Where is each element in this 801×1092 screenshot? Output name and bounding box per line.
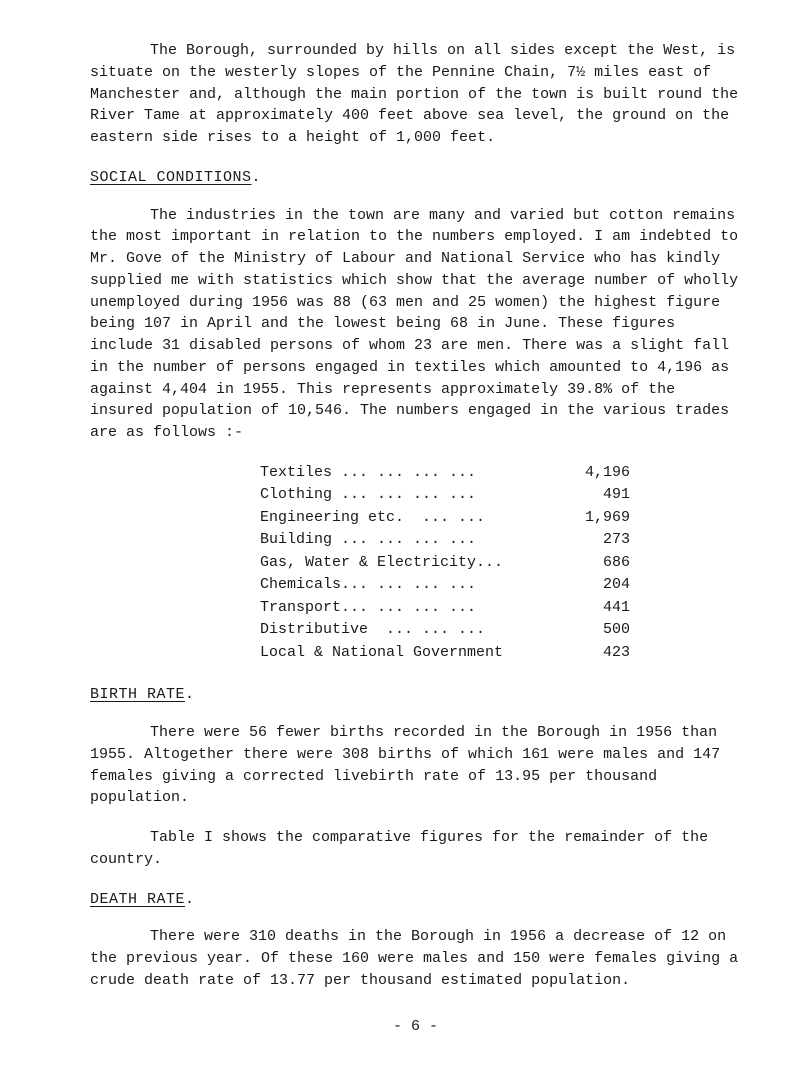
heading-death-text: DEATH RATE [90,891,185,908]
row-value: 273 [560,529,630,552]
birth-paragraph-2: Table I shows the comparative figures fo… [90,827,741,871]
heading-birth: BIRTH RATE. [90,684,741,706]
heading-social-text: SOCIAL CONDITIONS [90,169,252,186]
intro-paragraph: The Borough, surrounded by hills on all … [90,40,741,149]
birth-paragraph-1: There were 56 fewer births recorded in t… [90,722,741,809]
heading-death: DEATH RATE. [90,889,741,911]
heading-social: SOCIAL CONDITIONS. [90,167,741,189]
row-label: Clothing ... ... ... ... [260,484,560,507]
row-label: Gas, Water & Electricity... [260,552,560,575]
table-row: Textiles ... ... ... ...4,196 [260,462,741,485]
row-value: 1,969 [560,507,630,530]
table-row: Clothing ... ... ... ...491 [260,484,741,507]
table-row: Local & National Government423 [260,642,741,665]
heading-birth-text: BIRTH RATE [90,686,185,703]
page-number: - 6 - [90,1016,741,1038]
row-label: Textiles ... ... ... ... [260,462,560,485]
row-value: 204 [560,574,630,597]
row-label: Transport... ... ... ... [260,597,560,620]
row-value: 441 [560,597,630,620]
death-paragraph: There were 310 deaths in the Borough in … [90,926,741,991]
row-label: Chemicals... ... ... ... [260,574,560,597]
social-paragraph: The industries in the town are many and … [90,205,741,444]
row-label: Building ... ... ... ... [260,529,560,552]
row-value: 423 [560,642,630,665]
row-value: 4,196 [560,462,630,485]
row-value: 500 [560,619,630,642]
row-value: 491 [560,484,630,507]
table-row: Gas, Water & Electricity...686 [260,552,741,575]
row-value: 686 [560,552,630,575]
table-row: Transport... ... ... ...441 [260,597,741,620]
table-row: Chemicals... ... ... ...204 [260,574,741,597]
trades-table: Textiles ... ... ... ...4,196Clothing ..… [260,462,741,665]
row-label: Engineering etc. ... ... [260,507,560,530]
table-row: Engineering etc. ... ...1,969 [260,507,741,530]
table-row: Building ... ... ... ...273 [260,529,741,552]
row-label: Distributive ... ... ... [260,619,560,642]
row-label: Local & National Government [260,642,560,665]
table-row: Distributive ... ... ...500 [260,619,741,642]
